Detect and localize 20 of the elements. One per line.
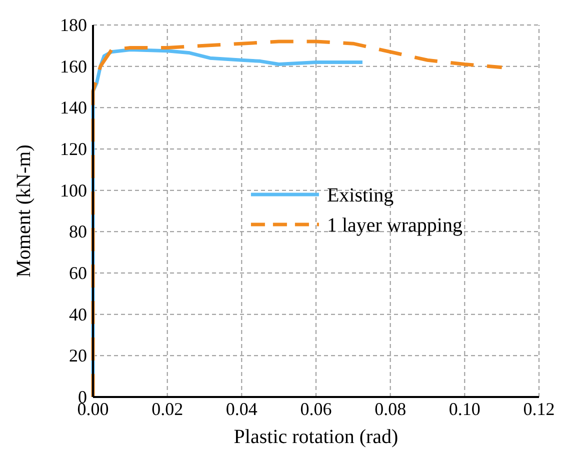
x-tick-label: 0.04 [226, 399, 258, 419]
x-tick-label: 0.10 [448, 399, 480, 419]
y-tick-label: 120 [60, 139, 87, 159]
y-axis-title: Moment (kN-m) [13, 144, 35, 278]
x-axis-title: Plastic rotation (rad) [234, 426, 398, 448]
y-tick-label: 20 [69, 346, 87, 366]
y-tick-label: 100 [60, 180, 87, 200]
x-tick-label: 0.08 [374, 399, 406, 419]
y-tick-label: 140 [60, 98, 87, 118]
y-tick-label: 60 [69, 263, 87, 283]
y-tick-label: 160 [60, 56, 87, 76]
y-tick-label: 80 [69, 222, 87, 242]
line-series [91, 40, 504, 399]
legend-label: Existing [326, 184, 394, 206]
legend-label: 1 layer wrapping [326, 214, 462, 236]
x-tick-label: 0.02 [152, 399, 184, 419]
y-tick-label: 180 [60, 15, 87, 35]
x-tick-label: 0.12 [523, 399, 555, 419]
y-tick-label: 40 [69, 304, 87, 324]
x-tick-label: 0.06 [300, 399, 332, 419]
